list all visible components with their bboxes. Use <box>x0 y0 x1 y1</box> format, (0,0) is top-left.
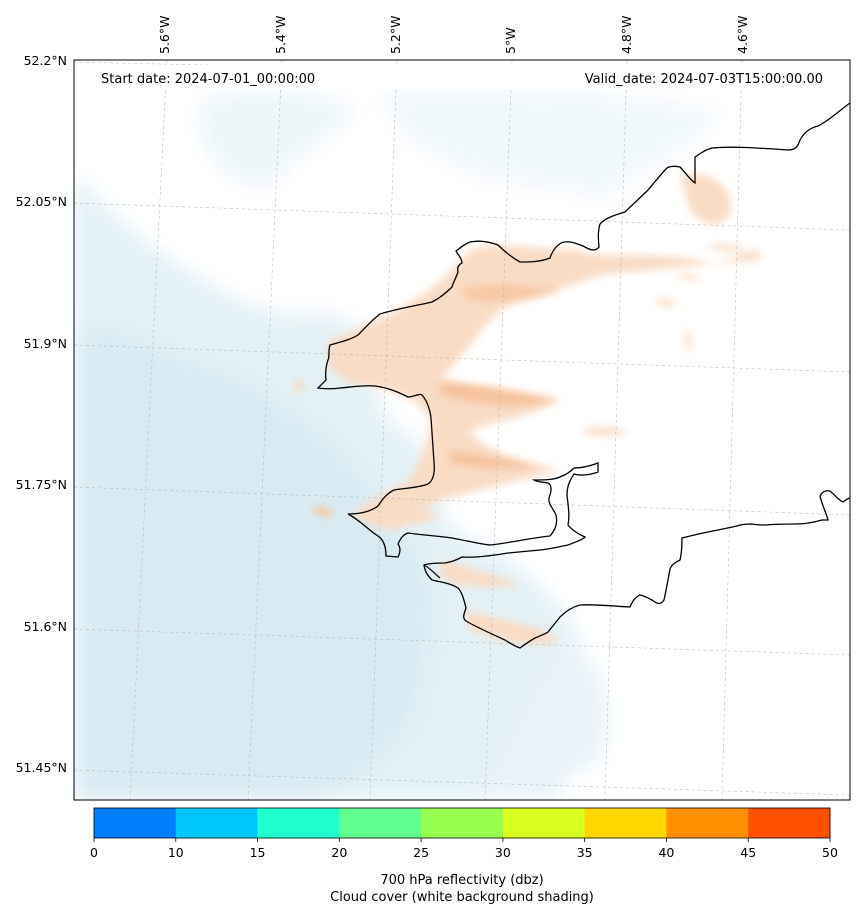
colorbar-segment <box>502 808 586 838</box>
lon-label-5W: 5°W <box>503 27 518 54</box>
colorbar-frame <box>93 807 831 839</box>
lon-label-4.6W: 4.6°W <box>735 16 750 55</box>
colorbar-segment <box>257 808 340 838</box>
lon-label-5.2W: 5.2°W <box>388 16 403 55</box>
colorbar-tick-label: 0 <box>90 845 98 860</box>
lon-label-5.6W: 5.6°W <box>157 16 172 55</box>
colorbar-tick-label: 20 <box>331 845 347 860</box>
colorbar-tick-label: 40 <box>658 845 674 860</box>
colorbar-segment <box>748 808 831 838</box>
map-frame <box>73 59 851 801</box>
colorbar-segment <box>584 808 667 838</box>
lon-label-4.8W: 4.8°W <box>619 16 634 55</box>
colorbar-tick-label: 45 <box>740 845 756 860</box>
cloud-cover-shading <box>74 86 720 800</box>
colorbar-tick-label: 10 <box>168 845 184 860</box>
lat-label-51.6N: 51.6°N <box>24 619 67 634</box>
coastline-islet <box>423 564 441 579</box>
lat-label-51.75N: 51.75°N <box>16 477 67 492</box>
colorbar-segment <box>175 808 259 838</box>
valid-date-text: Valid_date: 2024-07-03T15:00:00.00 <box>585 72 823 87</box>
lat-label-51.45N: 51.45°N <box>16 760 67 775</box>
lat-label-51.9N: 51.9°N <box>24 336 67 351</box>
colorbar-tick-label: 50 <box>822 845 838 860</box>
colorbar <box>94 808 831 838</box>
colorbar-tick-label: 30 <box>495 845 511 860</box>
header-box <box>75 65 849 89</box>
colorbar-tick-label: 25 <box>413 845 429 860</box>
colorbar-segment <box>666 808 749 838</box>
start-date-text: Start date: 2024-07-01_00:00:00 <box>101 72 315 87</box>
colorbar-segment <box>421 808 504 838</box>
colorbar-segment <box>94 808 177 838</box>
colorbar-segment <box>339 808 422 838</box>
colorbar-tick-label: 35 <box>577 845 593 860</box>
colorbar-tick-label: 15 <box>250 845 266 860</box>
colorbar-subtitle: Cloud cover (white background shading) <box>330 890 594 905</box>
coastline-mainland <box>316 102 850 649</box>
lat-label-52.2N: 52.2°N <box>24 53 67 68</box>
colorbar-title: 700 hPa reflectivity (dbz) <box>380 873 543 888</box>
lon-label-5.4W: 5.4°W <box>273 16 288 55</box>
colorbar-ticks: 0 10 15 20 25 30 35 40 45 50 <box>90 838 838 860</box>
lat-label-52.05N: 52.05°N <box>16 194 67 209</box>
